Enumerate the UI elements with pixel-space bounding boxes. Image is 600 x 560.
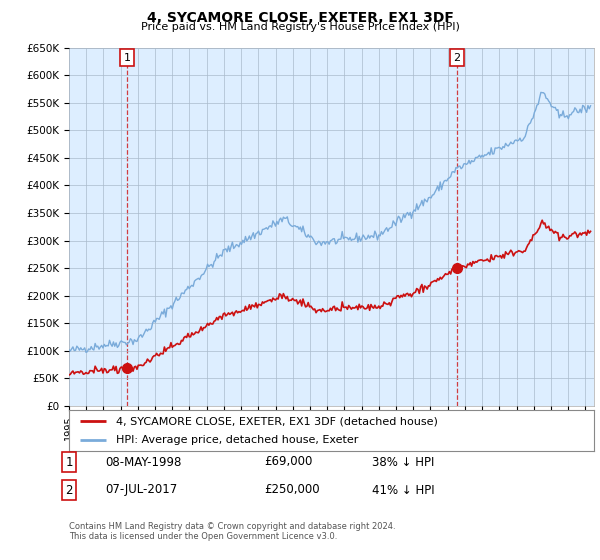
Text: 4, SYCAMORE CLOSE, EXETER, EX1 3DF (detached house): 4, SYCAMORE CLOSE, EXETER, EX1 3DF (deta…	[116, 417, 438, 426]
Text: Contains HM Land Registry data © Crown copyright and database right 2024.
This d: Contains HM Land Registry data © Crown c…	[69, 522, 395, 542]
Text: 08-MAY-1998: 08-MAY-1998	[105, 455, 181, 469]
Text: 1: 1	[65, 455, 73, 469]
Text: 07-JUL-2017: 07-JUL-2017	[105, 483, 177, 497]
Text: £250,000: £250,000	[264, 483, 320, 497]
Text: 2: 2	[65, 483, 73, 497]
Text: 4, SYCAMORE CLOSE, EXETER, EX1 3DF: 4, SYCAMORE CLOSE, EXETER, EX1 3DF	[146, 11, 454, 25]
Text: 38% ↓ HPI: 38% ↓ HPI	[372, 455, 434, 469]
Text: HPI: Average price, detached house, Exeter: HPI: Average price, detached house, Exet…	[116, 435, 359, 445]
Text: 41% ↓ HPI: 41% ↓ HPI	[372, 483, 434, 497]
Text: 2: 2	[453, 53, 460, 63]
Text: £69,000: £69,000	[264, 455, 313, 469]
Text: 1: 1	[124, 53, 131, 63]
Text: Price paid vs. HM Land Registry's House Price Index (HPI): Price paid vs. HM Land Registry's House …	[140, 22, 460, 32]
